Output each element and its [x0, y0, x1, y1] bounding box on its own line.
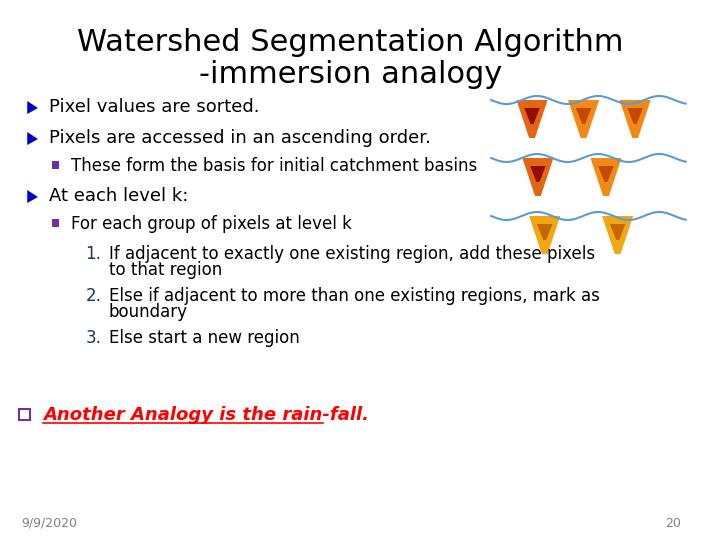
- Text: 20: 20: [665, 517, 681, 530]
- Text: to that region: to that region: [109, 261, 222, 279]
- Polygon shape: [620, 100, 651, 138]
- Polygon shape: [27, 101, 38, 114]
- Polygon shape: [590, 158, 621, 196]
- Text: For each group of pixels at level k: For each group of pixels at level k: [71, 215, 352, 233]
- Text: If adjacent to exactly one existing region, add these pixels: If adjacent to exactly one existing regi…: [109, 245, 595, 263]
- Text: These form the basis for initial catchment basins: These form the basis for initial catchme…: [71, 157, 477, 175]
- Polygon shape: [27, 132, 38, 145]
- FancyBboxPatch shape: [52, 219, 59, 227]
- Polygon shape: [529, 216, 560, 254]
- Polygon shape: [537, 224, 552, 240]
- Text: 1.: 1.: [86, 245, 102, 263]
- FancyBboxPatch shape: [52, 161, 59, 169]
- Polygon shape: [610, 224, 626, 240]
- Text: -immersion analogy: -immersion analogy: [199, 60, 502, 89]
- Text: Else start a new region: Else start a new region: [109, 329, 300, 347]
- Text: 9/9/2020: 9/9/2020: [22, 517, 77, 530]
- Polygon shape: [568, 100, 599, 138]
- Text: Else if adjacent to more than one existing regions, mark as: Else if adjacent to more than one existi…: [109, 287, 600, 305]
- Polygon shape: [27, 190, 38, 203]
- Text: Pixel values are sorted.: Pixel values are sorted.: [49, 98, 259, 116]
- Polygon shape: [524, 108, 540, 124]
- Polygon shape: [627, 108, 643, 124]
- Polygon shape: [598, 166, 613, 182]
- Text: Pixels are accessed in an ascending order.: Pixels are accessed in an ascending orde…: [49, 129, 431, 147]
- Polygon shape: [576, 108, 591, 124]
- Text: boundary: boundary: [109, 303, 188, 321]
- Text: At each level k:: At each level k:: [49, 187, 188, 205]
- Text: Watershed Segmentation Algorithm: Watershed Segmentation Algorithm: [77, 28, 624, 57]
- Polygon shape: [522, 158, 554, 196]
- Text: Another Analogy is the rain-fall.: Another Analogy is the rain-fall.: [42, 406, 369, 424]
- Text: 2.: 2.: [86, 287, 102, 305]
- Polygon shape: [516, 100, 548, 138]
- Polygon shape: [602, 216, 633, 254]
- Polygon shape: [530, 166, 546, 182]
- Text: 3.: 3.: [86, 329, 102, 347]
